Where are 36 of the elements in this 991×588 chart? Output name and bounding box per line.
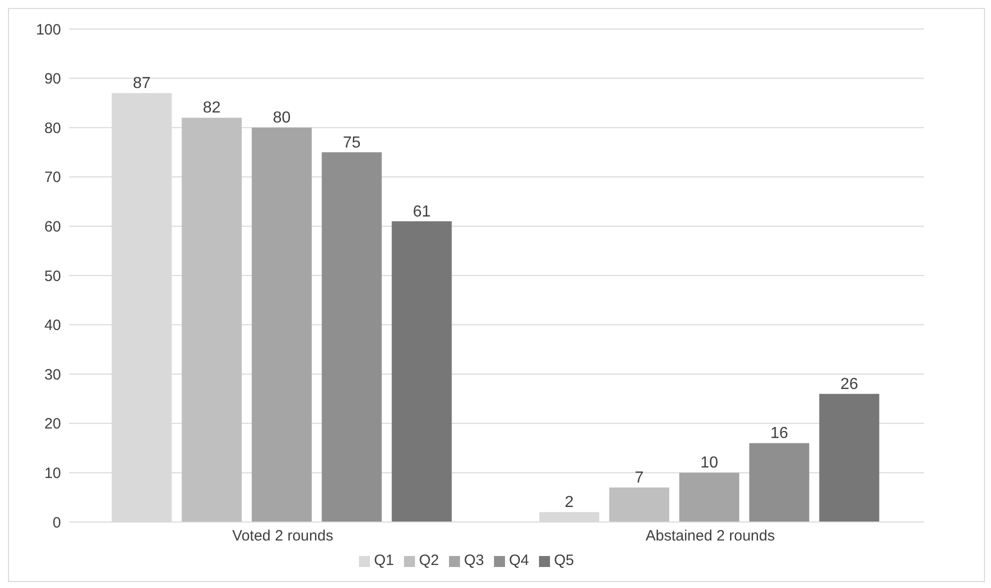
legend-label: Q2 (418, 552, 439, 569)
bar (819, 394, 880, 522)
y-tick-label: 70 (44, 169, 61, 186)
x-tick-label: Abstained 2 rounds (646, 528, 775, 545)
y-tick-label: 90 (44, 70, 61, 88)
bar (322, 152, 382, 522)
y-tick-label: 30 (44, 366, 61, 384)
y-tick-label: 50 (44, 268, 61, 285)
y-tick-label: 80 (44, 120, 61, 137)
data-label: 80 (272, 110, 291, 127)
bar (252, 128, 312, 522)
y-tick-label: 40 (44, 317, 61, 334)
bar (392, 221, 452, 522)
y-tick-label: 100 (36, 21, 61, 38)
legend-label: Q4 (509, 552, 530, 569)
bar (182, 118, 242, 522)
legend-label: Q3 (464, 552, 484, 569)
x-tick-label: Voted 2 rounds (232, 528, 334, 545)
bar (679, 472, 740, 522)
y-tick-label: 60 (44, 218, 61, 236)
data-label: 61 (412, 203, 431, 220)
data-label: 16 (770, 425, 788, 442)
y-tick-label: 0 (52, 514, 61, 532)
data-label: 75 (342, 134, 361, 152)
y-tick-label: 10 (44, 465, 61, 482)
bar (609, 487, 670, 522)
data-label: 10 (700, 454, 718, 472)
y-tick-label: 20 (44, 416, 61, 433)
bar (749, 443, 810, 522)
legend-label: Q1 (374, 552, 394, 569)
legend-label: Q5 (554, 552, 574, 569)
data-label: 87 (132, 75, 151, 92)
data-label: 2 (564, 494, 574, 512)
data-label: 82 (202, 100, 221, 117)
data-label: 7 (634, 469, 644, 486)
data-label: 26 (840, 376, 858, 393)
